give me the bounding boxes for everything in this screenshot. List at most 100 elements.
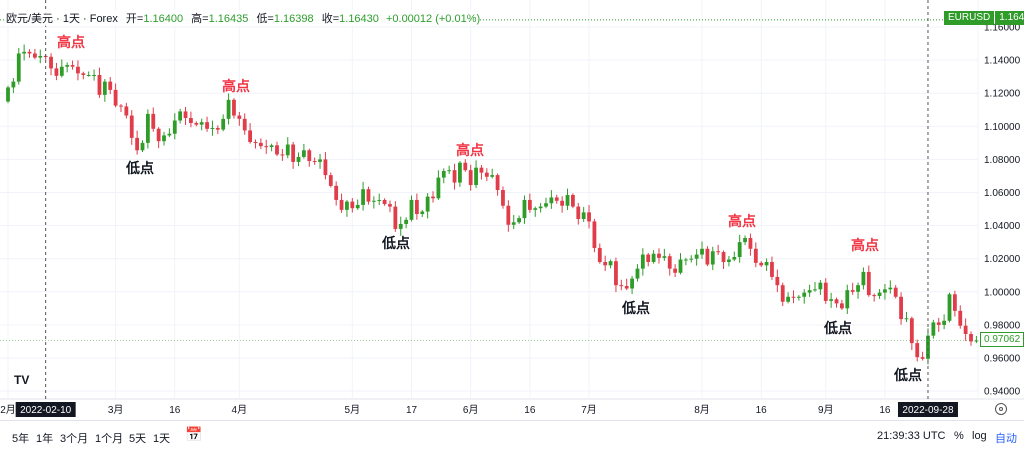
candle bbox=[544, 197, 548, 209]
low-label: 低= bbox=[256, 13, 274, 25]
candle bbox=[156, 127, 161, 149]
candle bbox=[565, 188, 570, 211]
candle bbox=[614, 257, 618, 293]
range-1m-button[interactable]: 1个月 bbox=[95, 433, 124, 445]
candle-body bbox=[172, 120, 177, 134]
candle bbox=[700, 241, 704, 259]
candle-body bbox=[59, 66, 64, 76]
candle bbox=[963, 318, 968, 341]
candle bbox=[974, 335, 979, 344]
symbol-title[interactable]: 欧元/美元 · 1天 · Forex bbox=[6, 13, 118, 25]
candle-body bbox=[689, 258, 694, 260]
candle bbox=[458, 161, 462, 187]
candle bbox=[624, 278, 629, 291]
price-chart[interactable]: 1.16000 1.14000 1.12000 1.10000 1.08000 1.060… bbox=[0, 0, 1024, 420]
candle bbox=[796, 295, 801, 301]
candle bbox=[732, 251, 737, 262]
candle bbox=[527, 193, 532, 213]
candle bbox=[474, 160, 478, 189]
candle-body bbox=[818, 282, 823, 290]
candle bbox=[232, 98, 236, 119]
calendar-goto-icon[interactable]: 📅 bbox=[185, 426, 203, 442]
range-1d-button[interactable]: 1天 bbox=[153, 433, 171, 445]
candle bbox=[242, 113, 247, 135]
candle-body bbox=[474, 167, 478, 186]
candle-body bbox=[527, 199, 532, 210]
candle bbox=[770, 256, 774, 280]
low-annotation: 低点 bbox=[622, 300, 650, 316]
candle bbox=[888, 280, 893, 294]
candle-body bbox=[382, 199, 387, 205]
range-1y-button[interactable]: 1年 bbox=[36, 433, 54, 445]
candle-body bbox=[651, 253, 656, 263]
candle-body bbox=[673, 268, 678, 273]
candle bbox=[775, 269, 780, 293]
low-annotation: 低点 bbox=[126, 160, 154, 176]
candle bbox=[554, 194, 559, 204]
candle-body bbox=[657, 253, 661, 258]
candle-body bbox=[587, 212, 591, 222]
candle bbox=[522, 195, 527, 224]
log-toggle[interactable]: log bbox=[972, 430, 987, 442]
candle bbox=[404, 217, 409, 229]
candle-body bbox=[727, 259, 731, 263]
range-5d-button[interactable]: 5天 bbox=[129, 433, 147, 445]
auto-scale-toggle[interactable]: 自动 bbox=[995, 433, 1017, 445]
candle bbox=[205, 116, 209, 132]
candle-body bbox=[630, 278, 634, 289]
time-tick-label: 7月 bbox=[581, 404, 597, 416]
candle-body bbox=[490, 175, 495, 177]
candle-body bbox=[608, 261, 613, 266]
candle-body bbox=[947, 294, 952, 321]
settings-gear-icon[interactable] bbox=[995, 403, 1007, 415]
candle bbox=[619, 279, 624, 291]
candle bbox=[124, 102, 129, 119]
candle-body bbox=[162, 135, 166, 142]
candle bbox=[167, 128, 172, 138]
candle-body bbox=[796, 296, 801, 298]
candle-body bbox=[764, 262, 769, 266]
close-value: 1.16430 bbox=[339, 13, 379, 25]
candle bbox=[576, 203, 581, 225]
candle-body bbox=[318, 159, 322, 162]
candle-body bbox=[565, 194, 570, 206]
candle-body bbox=[888, 287, 893, 290]
price-tick-label: 1.16000 bbox=[984, 23, 1021, 34]
candle-body bbox=[678, 259, 683, 273]
candle-body bbox=[807, 290, 812, 293]
candle-body bbox=[592, 221, 597, 248]
candle bbox=[398, 216, 403, 236]
candle-body bbox=[909, 318, 914, 344]
candle-body bbox=[737, 242, 742, 258]
price-tick-label: 0.94000 bbox=[984, 387, 1021, 398]
candle bbox=[802, 289, 807, 304]
candle bbox=[511, 214, 516, 230]
candle bbox=[909, 316, 914, 351]
candle-body bbox=[11, 81, 16, 88]
candle bbox=[694, 249, 699, 266]
candle bbox=[646, 252, 651, 267]
close-label: 收= bbox=[321, 13, 340, 25]
range-5y-button[interactable]: 5年 bbox=[12, 433, 30, 445]
candle bbox=[339, 193, 344, 213]
range-3m-button[interactable]: 3个月 bbox=[60, 433, 89, 445]
candle bbox=[355, 199, 360, 210]
candle-body bbox=[710, 251, 715, 265]
candle-body bbox=[963, 325, 968, 335]
percent-toggle[interactable]: % bbox=[954, 430, 964, 442]
tradingview-logo-icon[interactable]: TV bbox=[14, 373, 30, 387]
high-annotation: 高点 bbox=[57, 34, 85, 50]
candle-body bbox=[780, 285, 785, 302]
candle bbox=[683, 257, 688, 266]
candle-body bbox=[683, 259, 688, 261]
candle bbox=[291, 141, 296, 169]
candle bbox=[269, 143, 274, 152]
candle-body bbox=[479, 167, 484, 173]
candle bbox=[958, 305, 963, 329]
candle-body bbox=[70, 65, 75, 67]
candle bbox=[49, 53, 53, 76]
candle-body bbox=[436, 177, 441, 199]
candle bbox=[59, 59, 64, 78]
candle bbox=[436, 170, 441, 200]
candle-body bbox=[969, 334, 973, 342]
